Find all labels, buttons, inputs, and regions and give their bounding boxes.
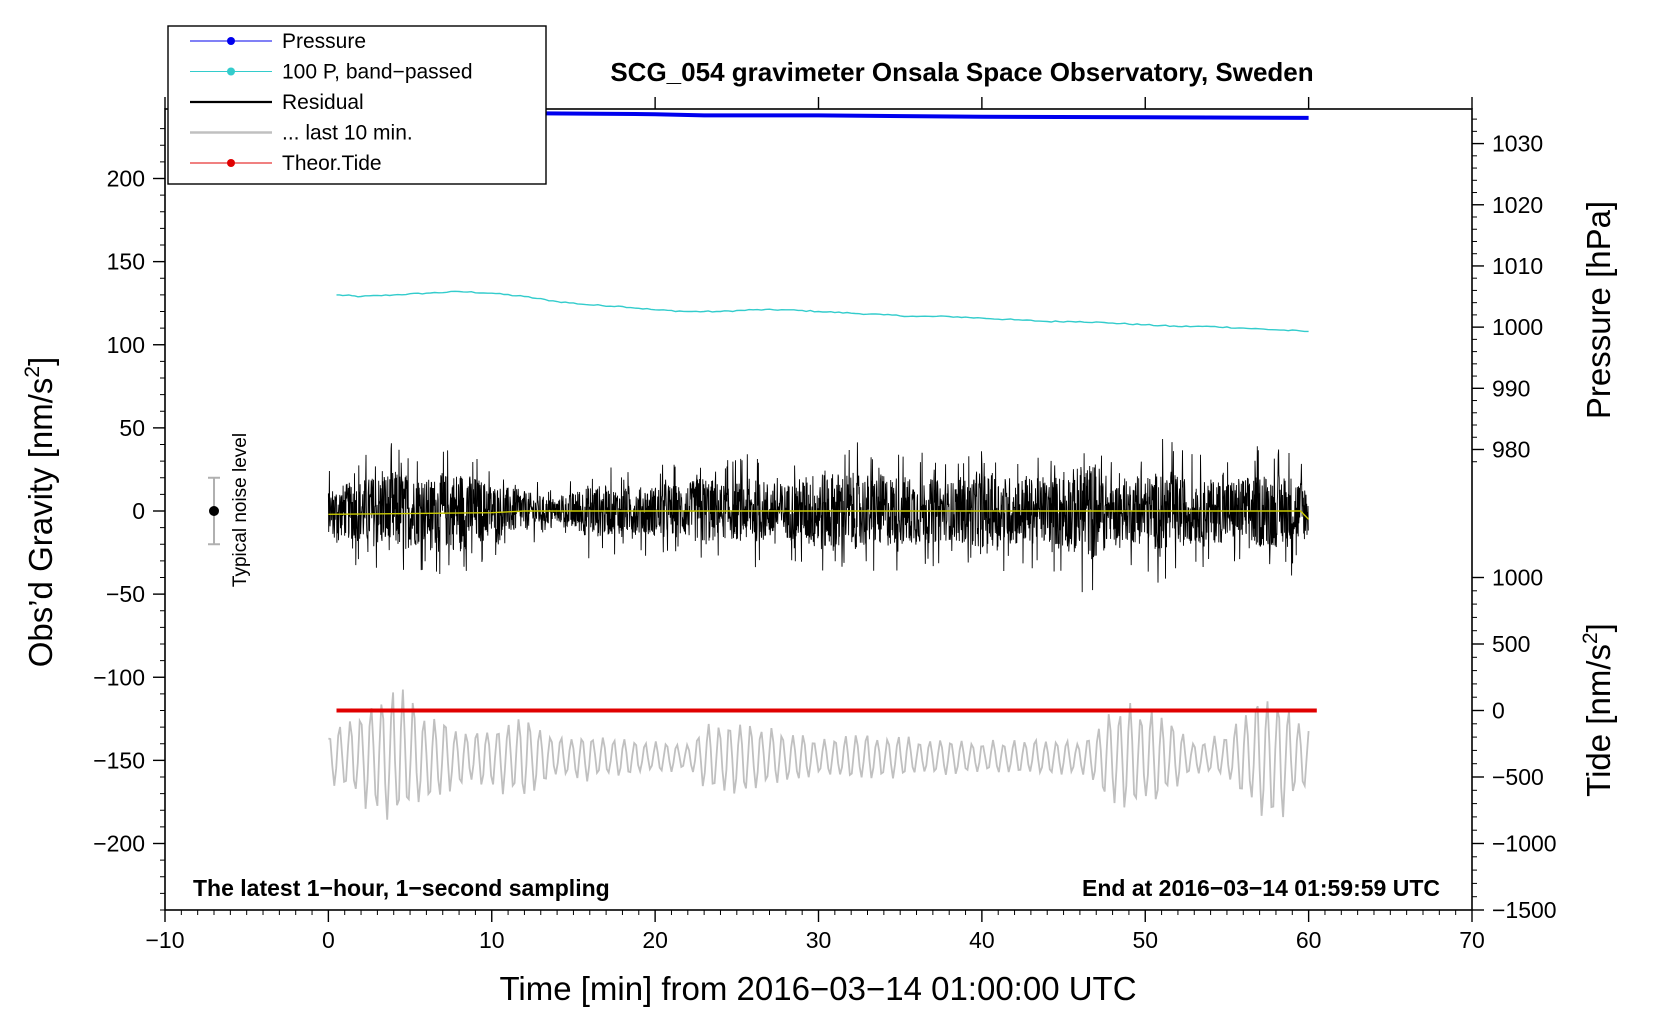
y-left-tick-label: 200 <box>107 166 145 192</box>
y-left-tick-label: −100 <box>93 664 145 690</box>
legend-100-p-band-passed-label: 100 P, band−passed <box>282 61 473 84</box>
y-left-tick-label: −150 <box>93 747 145 773</box>
y-tide-tick-label: 500 <box>1492 631 1530 657</box>
x-tick-label: 0 <box>322 927 335 953</box>
legend-100-p-band-passed-marker <box>227 67 235 76</box>
x-tick-label: 30 <box>806 927 832 953</box>
y-tide-tick-label: −1500 <box>1492 897 1557 923</box>
chart-title: SCG_054 gravimeter Onsala Space Observat… <box>610 57 1313 87</box>
x-axis-title: Time [min] from 2016−03−14 01:00:00 UTC <box>499 970 1136 1007</box>
series-layer <box>327 111 1317 820</box>
legend: Pressure 100 P, band−passed Residual ... la… <box>167 25 547 185</box>
y-axis-tide-title-sup: 2 <box>1579 632 1602 644</box>
y-pressure-tick-label: 990 <box>1492 375 1530 401</box>
legend-residual-label: Residual <box>282 91 364 114</box>
noise-level-label: Typical noise level <box>230 433 251 587</box>
x-tick-label: 40 <box>969 927 995 953</box>
x-tick-label: 20 <box>642 927 668 953</box>
y-axis-left-title: Obs’d Gravity [nm/s2] <box>21 357 59 668</box>
x-axis: −10 0 10 20 30 40 50 60 70 <box>145 97 1485 953</box>
y-left-tick-label: 50 <box>119 415 145 441</box>
noise-bar-dot <box>209 506 220 516</box>
x-tick-label: 50 <box>1132 927 1158 953</box>
y-axis-tide-title-close: ] <box>1580 623 1617 632</box>
series-residual-smoothed <box>328 510 1310 520</box>
y-axis-left-title-sup: 2 <box>21 366 44 378</box>
y-left-tick-label: 150 <box>107 249 145 275</box>
y-axis-left-title-close: ] <box>22 357 59 366</box>
x-tick-label: 70 <box>1459 927 1485 953</box>
legend-theor-tide-label: Theor.Tide <box>282 152 382 175</box>
y-left-tick-label: 100 <box>107 332 145 358</box>
footer-left: The latest 1−hour, 1−second sampling <box>193 875 610 901</box>
y-axis-tide: 1000 500 0 −500 −1000 −1500 <box>1472 565 1557 923</box>
y-axis-tide-title-text: Tide [nm/s <box>1580 644 1617 797</box>
legend-pressure-label: Pressure <box>282 30 366 53</box>
y-axis-pressure: 1030 1020 1010 1000 990 980 <box>1472 118 1543 462</box>
y-tide-tick-label: 0 <box>1492 698 1505 724</box>
footer-right: End at 2016−03−14 01:59:59 UTC <box>1082 875 1440 901</box>
y-left-tick-label: −50 <box>106 581 145 607</box>
x-tick-label: −10 <box>145 927 184 953</box>
series-100-p-band-passed <box>336 290 1309 333</box>
legend-box <box>167 25 547 185</box>
y-left-tick-label: 0 <box>132 498 145 524</box>
y-tide-tick-label: 1000 <box>1492 565 1543 591</box>
noise-level-indicator <box>208 476 221 546</box>
legend-last-10-min-label: ... last 10 min. <box>282 122 413 145</box>
legend-pressure-marker <box>227 37 235 45</box>
y-pressure-tick-label: 980 <box>1492 436 1530 462</box>
x-tick-label: 60 <box>1296 927 1322 953</box>
series-last-10-min <box>328 689 1310 820</box>
x-tick-label: 10 <box>479 927 505 953</box>
y-axis-pressure-title: Pressure [hPa] <box>1580 201 1617 419</box>
y-tide-tick-label: −1000 <box>1492 831 1557 857</box>
y-pressure-tick-label: 1000 <box>1492 314 1543 340</box>
y-axis-left-title-text: Obs’d Gravity [nm/s <box>22 378 59 668</box>
y-tide-tick-label: −500 <box>1492 764 1544 790</box>
y-pressure-tick-label: 1010 <box>1492 253 1543 279</box>
legend-theor-tide-marker <box>227 159 235 167</box>
y-pressure-tick-label: 1030 <box>1492 131 1543 157</box>
y-axis-left: 200 150 100 50 0 −50 −100 −150 −200 <box>93 128 165 911</box>
y-pressure-tick-label: 1020 <box>1492 192 1543 218</box>
series-residual <box>327 438 1309 593</box>
y-axis-tide-title: Tide [nm/s2] <box>1579 623 1617 797</box>
y-left-tick-label: −200 <box>93 831 145 857</box>
